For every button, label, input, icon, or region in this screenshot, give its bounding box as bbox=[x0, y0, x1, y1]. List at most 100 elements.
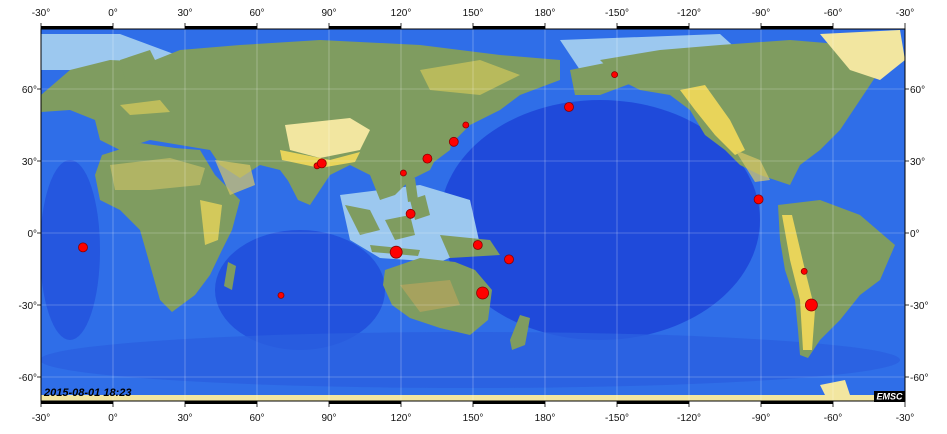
tick-top-8: -150° bbox=[605, 8, 629, 19]
tick-bottom-5: 120° bbox=[391, 413, 412, 424]
x-axis-bottom: -30° 0° 30° 60° 90° 120° 150° 180° -150°… bbox=[32, 413, 914, 424]
tick-right-m30: -30° bbox=[910, 301, 928, 312]
tick-bottom-10: -90° bbox=[752, 413, 770, 424]
earthquake-marker-17[interactable] bbox=[805, 298, 818, 312]
tick-top-9: -120° bbox=[677, 8, 701, 19]
tick-right-0: 0° bbox=[910, 229, 920, 240]
rockies bbox=[680, 85, 745, 155]
x-axis-top: -30° 0° 30° 60° 90° 120° 150° 180° -150°… bbox=[32, 8, 914, 19]
tick-top-11: -60° bbox=[824, 8, 842, 19]
tick-left-m30: -30° bbox=[19, 301, 37, 312]
frame-bar-top bbox=[185, 26, 257, 29]
earthquake-marker-0[interactable] bbox=[78, 242, 88, 253]
earthquake-marker-16[interactable] bbox=[800, 267, 808, 275]
mexico-highland bbox=[735, 150, 770, 182]
tick-right-m60: -60° bbox=[910, 373, 928, 384]
tick-marks bbox=[37, 23, 909, 407]
tick-bottom-7: 180° bbox=[535, 413, 556, 424]
timestamp-label: 2015-08-01 18:23 bbox=[43, 387, 131, 399]
tick-bottom-6: 150° bbox=[463, 413, 484, 424]
antarctic-peninsula bbox=[820, 380, 850, 395]
tick-bottom-9: -120° bbox=[677, 413, 701, 424]
tick-right-60: 60° bbox=[910, 85, 925, 96]
earthquake-marker-8[interactable] bbox=[405, 208, 416, 219]
tick-bottom-12: -30° bbox=[896, 413, 914, 424]
graticule bbox=[41, 29, 905, 401]
frame-bar-bottom bbox=[41, 401, 113, 404]
europe-alps bbox=[120, 100, 170, 115]
tick-top-7: 180° bbox=[535, 8, 556, 19]
tick-bottom-8: -150° bbox=[605, 413, 629, 424]
sahara-highland bbox=[110, 158, 205, 190]
indian-deep bbox=[215, 230, 385, 350]
japan bbox=[428, 120, 455, 165]
tick-right-30: 30° bbox=[910, 157, 925, 168]
earthquake-marker-3[interactable] bbox=[316, 158, 327, 169]
tick-left-0: 0° bbox=[27, 229, 37, 240]
y-axis-left: 60° 30° 0° -30° -60° bbox=[19, 85, 37, 384]
frame-bar-bottom bbox=[617, 401, 689, 404]
frame-bar-bottom bbox=[761, 401, 833, 404]
arabia bbox=[215, 160, 255, 195]
earthquake-marker-5[interactable] bbox=[422, 153, 433, 164]
earthquake-marker-14[interactable] bbox=[611, 71, 618, 78]
tick-top-1: 0° bbox=[108, 8, 118, 19]
new-zealand bbox=[510, 315, 530, 350]
pacific-deep bbox=[440, 100, 760, 340]
earthquake-marker-13[interactable] bbox=[564, 102, 574, 112]
tick-bottom-11: -60° bbox=[824, 413, 842, 424]
tibet-highland bbox=[285, 118, 370, 158]
earthquake-marker-9[interactable] bbox=[389, 245, 403, 259]
frame-bar-top bbox=[41, 26, 113, 29]
australia-interior bbox=[400, 280, 460, 312]
earthquake-marker-10[interactable] bbox=[472, 240, 483, 250]
tick-bottom-4: 90° bbox=[321, 413, 336, 424]
earthquake-marker-4[interactable] bbox=[399, 169, 407, 177]
earthquake-marker-11[interactable] bbox=[504, 254, 514, 265]
earthquake-marker-6[interactable] bbox=[448, 136, 459, 147]
tick-bottom-3: 60° bbox=[249, 413, 264, 424]
tick-top-4: 90° bbox=[321, 8, 336, 19]
madagascar bbox=[224, 262, 236, 290]
greenland bbox=[820, 30, 905, 80]
frame-bar-bottom bbox=[329, 401, 401, 404]
antarctica bbox=[41, 395, 905, 401]
tick-top-5: 120° bbox=[391, 8, 412, 19]
tick-top-10: -90° bbox=[752, 8, 770, 19]
scandinavia bbox=[120, 50, 160, 85]
india bbox=[280, 165, 320, 205]
east-africa-highland bbox=[200, 200, 222, 245]
tick-left-m60: -60° bbox=[19, 373, 37, 384]
earthquake-marker-15[interactable] bbox=[753, 194, 764, 205]
earthquake-marker-12[interactable] bbox=[476, 286, 490, 300]
logo-background bbox=[874, 391, 905, 402]
emsc-logo: EMSC bbox=[874, 391, 905, 402]
uk bbox=[90, 78, 102, 98]
frame-bars bbox=[41, 26, 833, 404]
frame-bar-bottom bbox=[473, 401, 545, 404]
tick-bottom-2: 30° bbox=[177, 413, 192, 424]
map-surface bbox=[41, 29, 905, 401]
earthquake-marker-1[interactable] bbox=[277, 291, 285, 299]
tick-top-12: -30° bbox=[896, 8, 914, 19]
event-markers bbox=[78, 71, 818, 312]
alaska bbox=[570, 60, 640, 95]
tick-top-2: 30° bbox=[177, 8, 192, 19]
tick-top-0: -30° bbox=[32, 8, 50, 19]
tick-bottom-1: 0° bbox=[108, 413, 118, 424]
frame-bar-top bbox=[329, 26, 401, 29]
logo-text: EMSC bbox=[876, 392, 903, 402]
frame-bar-bottom bbox=[185, 401, 257, 404]
andes bbox=[782, 215, 815, 350]
y-axis-right: 60° 30° 0° -30° -60° bbox=[910, 85, 928, 384]
north-america bbox=[600, 40, 880, 185]
tick-top-3: 60° bbox=[249, 8, 264, 19]
tick-bottom-0: -30° bbox=[32, 413, 50, 424]
tick-left-30: 30° bbox=[22, 157, 37, 168]
tick-left-60: 60° bbox=[22, 85, 37, 96]
frame-bar-top bbox=[617, 26, 689, 29]
earthquake-marker-7[interactable] bbox=[462, 121, 470, 129]
tick-top-6: 150° bbox=[463, 8, 484, 19]
